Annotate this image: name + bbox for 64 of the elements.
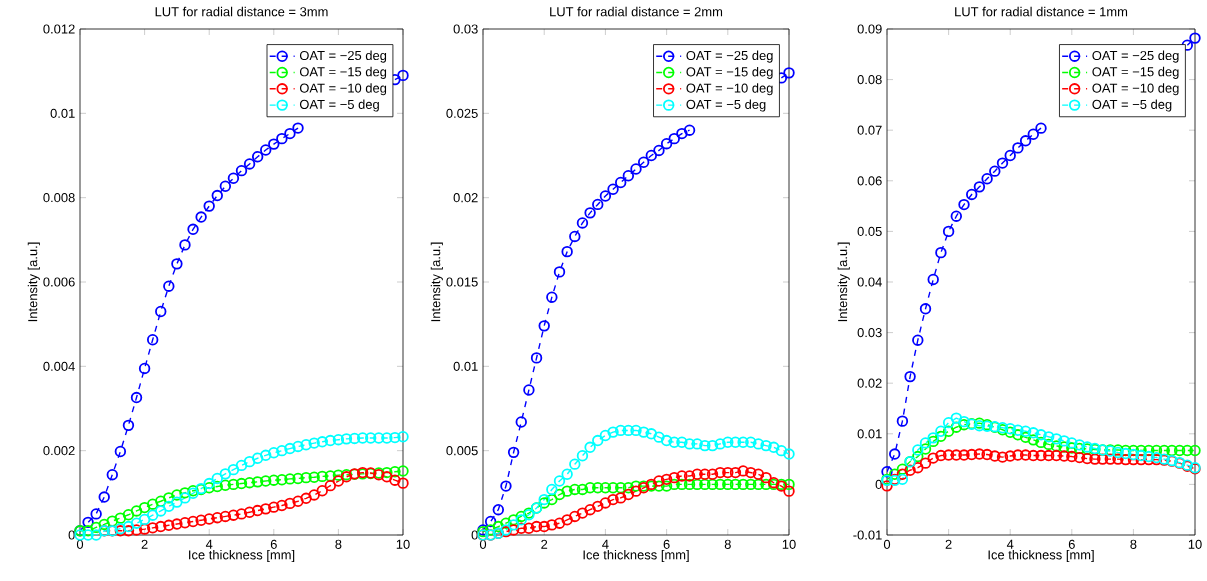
legend-label: OAT = −15 deg bbox=[686, 66, 773, 79]
legend-label: OAT = −15 deg bbox=[1092, 66, 1179, 79]
legend-label: OAT = −10 deg bbox=[299, 83, 387, 96]
legend-label: OAT = −5 deg bbox=[686, 99, 766, 112]
y-tick-label: 0.07 bbox=[857, 125, 882, 135]
x-tick-label: 6 bbox=[1068, 539, 1075, 549]
y-tick-label: 0.025 bbox=[446, 108, 478, 118]
x-tick-label: 10 bbox=[1188, 539, 1202, 549]
legend-label: OAT = −25 deg bbox=[686, 50, 773, 63]
y-tick-label: 0.006 bbox=[43, 277, 75, 287]
x-axis-title: Ice thickness [mm] bbox=[189, 549, 295, 562]
y-tick-label: -0.01 bbox=[853, 530, 882, 540]
x-tick-label: 2 bbox=[945, 539, 952, 549]
x-tick-label: 8 bbox=[335, 539, 342, 549]
x-tick-label: 8 bbox=[1130, 539, 1137, 549]
y-axis-title: Intensity [a.u.] bbox=[837, 242, 850, 322]
y-tick-label: 0 bbox=[68, 530, 75, 540]
chart-title: LUT for radial distance = 2mm bbox=[550, 6, 723, 17]
y-tick-label: 0.06 bbox=[857, 176, 882, 186]
y-tick-label: 0.03 bbox=[857, 328, 882, 338]
x-axis-title: Ice thickness [mm] bbox=[988, 549, 1094, 562]
x-axis-title: Ice thickness [mm] bbox=[583, 549, 689, 562]
x-tick-label: 4 bbox=[205, 539, 213, 549]
y-tick-label: 0.02 bbox=[453, 193, 478, 203]
y-tick-label: 0.002 bbox=[43, 446, 75, 456]
y-tick-label: 0.012 bbox=[43, 24, 75, 34]
legend-label: OAT = −15 deg bbox=[299, 66, 387, 79]
chart-title: LUT for radial distance = 1mm bbox=[955, 6, 1128, 17]
y-axis-title: Intensity [a.u.] bbox=[27, 242, 40, 322]
x-tick-label: 4 bbox=[602, 539, 609, 549]
y-tick-label: 0.008 bbox=[43, 193, 75, 203]
y-tick-label: 0.04 bbox=[857, 277, 882, 287]
x-tick-label: 6 bbox=[270, 539, 277, 549]
y-tick-label: 0 bbox=[471, 530, 478, 540]
legend-label: OAT = −5 deg bbox=[1092, 99, 1172, 112]
y-axis-title: Intensity [a.u.] bbox=[430, 242, 443, 322]
y-tick-label: 0 bbox=[875, 479, 882, 489]
x-tick-label: 0 bbox=[883, 539, 891, 549]
x-tick-label: 2 bbox=[541, 539, 548, 549]
x-tick-label: 8 bbox=[724, 539, 731, 549]
y-tick-label: 0.005 bbox=[446, 446, 478, 456]
legend-label: OAT = −10 deg bbox=[686, 83, 773, 96]
chart-title: LUT for radial distance = 3mm bbox=[155, 6, 328, 17]
y-tick-label: 0.08 bbox=[857, 75, 882, 85]
legend-label: OAT = −25 deg bbox=[1092, 50, 1179, 63]
x-tick-label: 4 bbox=[1006, 539, 1014, 549]
x-tick-label: 6 bbox=[663, 539, 670, 549]
x-tick-label: 10 bbox=[396, 539, 410, 549]
y-tick-label: 0.015 bbox=[446, 277, 478, 287]
y-tick-label: 0.05 bbox=[857, 226, 882, 236]
y-tick-label: 0.03 bbox=[453, 24, 478, 34]
y-tick-label: 0.09 bbox=[857, 24, 882, 34]
y-tick-label: 0.02 bbox=[857, 378, 882, 388]
y-tick-label: 0.01 bbox=[50, 108, 75, 118]
legend-label: OAT = −25 deg bbox=[299, 50, 387, 63]
y-tick-label: 0.004 bbox=[43, 361, 75, 371]
legend-label: OAT = −5 deg bbox=[299, 99, 379, 112]
y-tick-label: 0.01 bbox=[453, 361, 478, 371]
x-tick-label: 2 bbox=[141, 539, 148, 549]
x-tick-label: 0 bbox=[479, 539, 487, 549]
x-tick-label: 0 bbox=[76, 539, 84, 549]
y-tick-label: 0.01 bbox=[857, 429, 882, 439]
x-tick-label: 10 bbox=[782, 539, 796, 549]
legend-label: OAT = −10 deg bbox=[1092, 83, 1179, 96]
